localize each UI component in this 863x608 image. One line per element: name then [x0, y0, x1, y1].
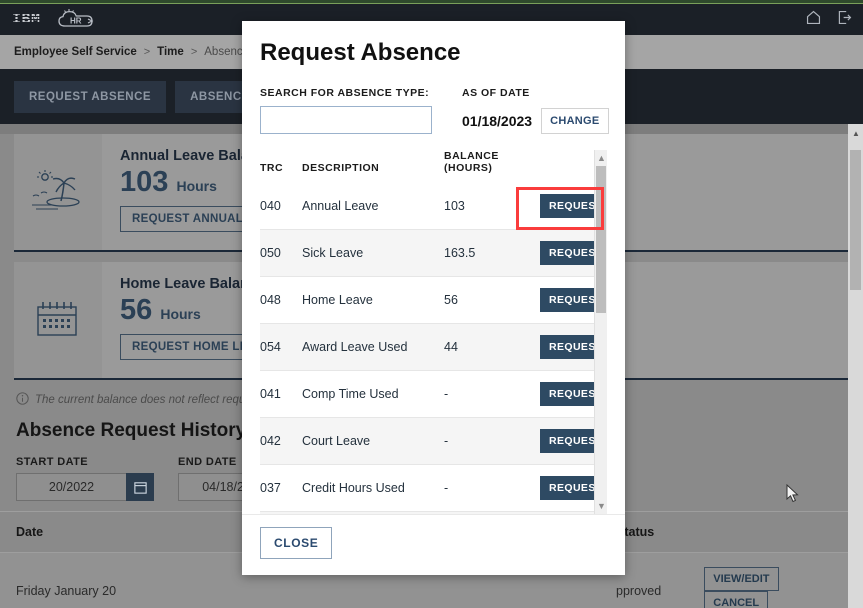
table-row: 048 Home Leave 56 REQUEST — [260, 276, 607, 324]
table-row: 037 Credit Hours Used - REQUEST — [260, 464, 607, 512]
page-scrollbar[interactable]: ▲ — [848, 124, 863, 608]
cell-balance: 103 — [444, 183, 540, 230]
as-of-date-field: AS OF DATE 01/18/2023 CHANGE — [462, 87, 609, 134]
start-date-field: START DATE 20/2022 — [16, 456, 154, 501]
search-label: SEARCH FOR ABSENCE TYPE: — [260, 87, 430, 99]
as-of-date-value: 01/18/2023 — [462, 113, 533, 129]
logout-icon[interactable] — [836, 9, 853, 31]
modal-scrollbar-thumb[interactable] — [596, 166, 606, 313]
page-scrollbar-thumb[interactable] — [850, 150, 861, 290]
breadcrumb-item-1[interactable]: Time — [157, 46, 184, 58]
start-date-label: START DATE — [16, 456, 89, 468]
cell-trc: 042 — [260, 417, 302, 465]
hr-cloud-logo-icon: HR — [57, 8, 97, 32]
col-trc: TRC — [260, 162, 284, 174]
beach-palm-icon — [14, 134, 102, 250]
cell-trc: 048 — [260, 276, 302, 324]
start-date-input[interactable]: 20/2022 — [16, 473, 126, 501]
card-unit: Hours — [176, 178, 217, 194]
calendar-icon[interactable] — [126, 473, 154, 501]
view-edit-button[interactable]: VIEW/EDIT — [704, 567, 779, 591]
scroll-up-arrow-icon[interactable]: ▲ — [852, 129, 860, 138]
cell-balance: - — [444, 370, 540, 418]
change-date-button[interactable]: CHANGE — [541, 108, 609, 134]
table-row: 041 Comp Time Used - REQUEST — [260, 370, 607, 418]
card-title: Annual Leave Balance — [120, 148, 274, 164]
close-button[interactable]: CLOSE — [260, 527, 333, 559]
cell-balance: 44 — [444, 323, 540, 371]
topbar-actions — [805, 9, 853, 31]
card-title: Home Leave Balance — [120, 276, 266, 292]
cell-description: Home Leave — [302, 276, 444, 324]
absence-type-table: TRC DESCRIPTION BALANCE (HOURS) 040 Annu… — [260, 150, 607, 514]
mouse-cursor — [786, 483, 800, 509]
scroll-down-arrow-icon[interactable]: ▼ — [597, 501, 606, 511]
cell-trc: 041 — [260, 370, 302, 418]
cell-actions: VIEW/EDIT CANCEL — [688, 552, 863, 608]
breadcrumb-separator: > — [143, 46, 151, 58]
cell-balance: - — [444, 417, 540, 465]
note-text: The current balance does not reflect req… — [35, 394, 246, 406]
table-row: 053 DC National Guard Military - REQUEST — [260, 511, 607, 514]
svg-text:HR: HR — [70, 16, 82, 25]
cell-trc: 054 — [260, 323, 302, 371]
breadcrumb-item-0[interactable]: Employee Self Service — [14, 46, 137, 58]
table-row: 054 Award Leave Used 44 REQUEST — [260, 323, 607, 371]
col-description: DESCRIPTION — [302, 162, 380, 174]
home-icon[interactable] — [805, 9, 822, 31]
modal-scrollbar[interactable]: ▲ ▼ — [594, 150, 607, 514]
tab-request-absence[interactable]: REQUEST ABSENCE — [14, 80, 167, 113]
cell-description: DC National Guard Military — [302, 511, 444, 514]
cell-description: Award Leave Used — [302, 323, 444, 371]
table-row: 050 Sick Leave 163.5 REQUEST — [260, 229, 607, 277]
page-title: Absence Request History — [16, 420, 247, 441]
as-of-date-label: AS OF DATE — [462, 87, 530, 99]
col-balance: BALANCE (HOURS) — [444, 150, 540, 183]
scroll-up-arrow-icon[interactable]: ▲ — [597, 153, 606, 163]
cell-balance: - — [444, 464, 540, 512]
breadcrumb-item-2: Absence — [204, 46, 250, 58]
col-actions — [688, 511, 863, 553]
card-unit: Hours — [160, 306, 201, 322]
cell-balance: - — [444, 511, 540, 514]
card-value: 103 Hours — [120, 166, 217, 198]
cell-trc: 053 — [260, 511, 302, 514]
cell-description: Court Leave — [302, 417, 444, 465]
cell-description: Comp Time Used — [302, 370, 444, 418]
ibm-logo: IBM — [12, 11, 41, 28]
info-icon — [16, 392, 29, 408]
search-absence-type-field: SEARCH FOR ABSENCE TYPE: — [260, 87, 432, 134]
cell-trc: 037 — [260, 464, 302, 512]
table-row: Friday January 20 pproved VIEW/EDIT CANC… — [0, 552, 863, 608]
cell-balance: 163.5 — [444, 229, 540, 277]
modal-footer: CLOSE — [242, 514, 625, 575]
table-header-row: TRC DESCRIPTION BALANCE (HOURS) — [260, 150, 607, 183]
modal-filters: SEARCH FOR ABSENCE TYPE: AS OF DATE 01/1… — [242, 67, 625, 134]
cell-description: Annual Leave — [302, 183, 444, 230]
table-row: 040 Annual Leave 103 REQUEST — [260, 183, 607, 230]
request-absence-modal: Request Absence SEARCH FOR ABSENCE TYPE:… — [242, 21, 625, 575]
search-input[interactable] — [260, 106, 432, 134]
table-row: 042 Court Leave - REQUEST — [260, 417, 607, 465]
card-value: 56 Hours — [120, 294, 201, 326]
cell-balance: 56 — [444, 276, 540, 324]
col-balance-line1: BALANCE — [444, 150, 499, 162]
absence-type-rows: 040 Annual Leave 103 REQUEST 050 Sick Le… — [260, 183, 607, 514]
calendar-icon — [14, 262, 102, 378]
end-date-label: END DATE — [178, 456, 237, 468]
balance-note: The current balance does not reflect req… — [0, 380, 863, 408]
modal-title: Request Absence — [260, 39, 461, 66]
cell-trc: 040 — [260, 183, 302, 230]
cell-description: Credit Hours Used — [302, 464, 444, 512]
absence-type-table-wrapper: TRC DESCRIPTION BALANCE (HOURS) 040 Annu… — [260, 150, 607, 514]
cell-trc: 050 — [260, 229, 302, 277]
cell-description: Sick Leave — [302, 229, 444, 277]
cell-action: REQUEST — [540, 511, 607, 514]
breadcrumb-separator: > — [190, 46, 198, 58]
cancel-button[interactable]: CANCEL — [704, 591, 769, 608]
top-accent-strip — [0, 0, 863, 4]
col-balance-line2: (HOURS) — [444, 162, 493, 174]
